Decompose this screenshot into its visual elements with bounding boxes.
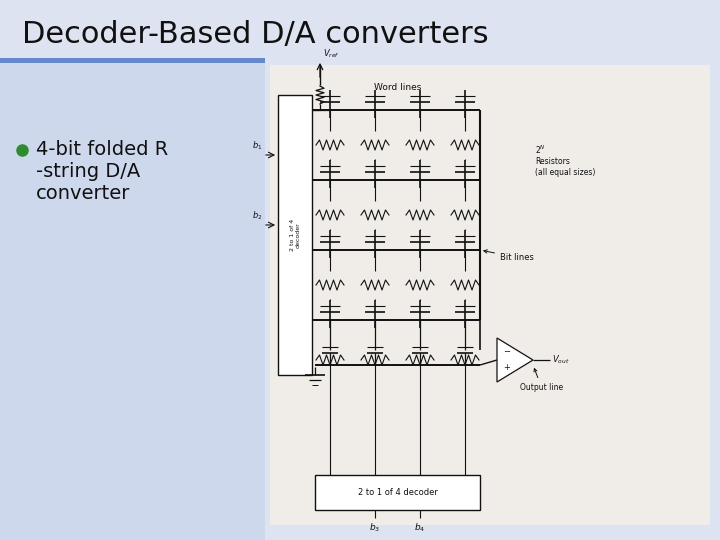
Bar: [0, 0, 720, 60]
Text: $b_2$: $b_2$: [251, 210, 262, 222]
Text: 2 to 1 of 4
decoder: 2 to 1 of 4 decoder: [289, 219, 300, 251]
Text: $V_{ref}$: $V_{ref}$: [323, 48, 340, 60]
Text: +: +: [503, 363, 510, 373]
Bar: [0, 58, 265, 63]
Bar: [315, 475, 480, 510]
Text: $b_4$: $b_4$: [414, 522, 426, 535]
Text: $V_{out}$: $V_{out}$: [552, 354, 570, 366]
Text: −: −: [503, 348, 510, 356]
Text: Decoder-Based D/A converters: Decoder-Based D/A converters: [22, 20, 489, 49]
Bar: [270, 65, 710, 525]
Bar: [0, 63, 265, 540]
Text: -string D/A: -string D/A: [36, 162, 140, 181]
Text: Word lines: Word lines: [374, 83, 421, 92]
Text: 4-bit folded R: 4-bit folded R: [36, 140, 168, 159]
Text: Output line: Output line: [520, 369, 563, 392]
Text: $b_3$: $b_3$: [369, 522, 381, 535]
Bar: [278, 95, 312, 375]
Text: $b_1$: $b_1$: [251, 139, 262, 152]
Text: 2 to 1 of 4 decoder: 2 to 1 of 4 decoder: [358, 488, 438, 497]
Text: $2^N$
Resistors
(all equal sizes): $2^N$ Resistors (all equal sizes): [535, 144, 595, 177]
Polygon shape: [497, 338, 533, 382]
Text: Bit lines: Bit lines: [484, 250, 534, 262]
Text: converter: converter: [36, 184, 130, 203]
